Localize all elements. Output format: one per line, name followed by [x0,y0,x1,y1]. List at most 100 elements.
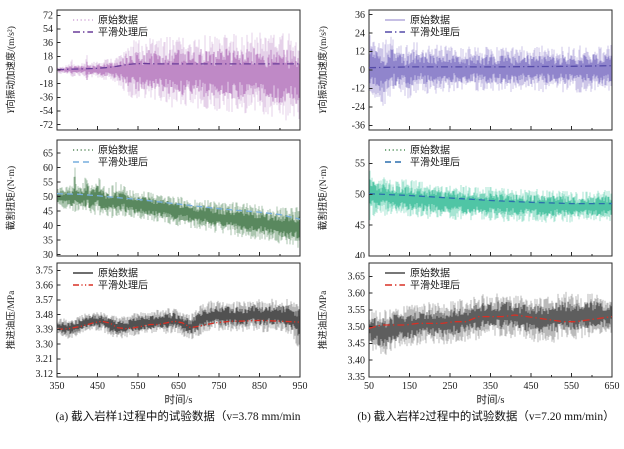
x-tick-label: 150 [402,381,417,392]
x-tick-label: 450 [524,381,539,392]
series-original-noise [369,179,612,217]
y-tick-label: -18 [40,79,53,90]
column-rock-sample-1: 72 54 36 18 0 -18 -36 -54 -72 Y向振动加速度/(m/s²) 原始数据平… [0,0,312,424]
y-tick-label: -54 [40,106,53,117]
column-rock-sample-2: 36 24 12 0 -12 -24 -36 Y向振动加速度/(m/s²) 原始数据 平滑处理后 … [312,0,624,424]
chart-b1-vibration-acceleration: 36 24 12 0 -12 -24 -36 Y向振动加速度/(m/s²) 原始数据 平滑处理后 [312,0,624,132]
x-tick-label: 350 [483,381,498,392]
series-smoothed-line [368,314,613,330]
y-tick-label: 55 [43,177,53,188]
legend-label-smoothed: 平滑处理后 [98,26,148,38]
y-tick-label: 12 [355,47,365,58]
x-tick-label: 450 [90,381,105,392]
y-tick-label: 3.60 [348,288,366,299]
chart-b3-thrust-pressure: 3.65 3.60 3.55 3.50 3.45 3.40 3.35 50 150 250 350 4… [312,258,624,406]
y-tick-label: 3.45 [348,339,366,350]
y-tick-label: 3.39 [36,325,54,336]
y-tick-label: 36 [43,38,53,49]
chart-b2-cutting-torque: 55 50 45 40 截割扭矩/(N·m) 原始数据 平滑处理后 [312,132,624,258]
y-tick-label: -72 [40,120,53,131]
y-tick-label: 0 [48,65,53,76]
y-axis-label: 推进油压/MPa [5,290,17,349]
y-tick-label: 35 [43,235,53,246]
chart-a1-vibration-acceleration: 72 54 36 18 0 -18 -36 -54 -72 Y向振动加速度/(m/s²) 原始数据平… [0,0,312,132]
series-smoothed-line [56,193,301,220]
series-original-noise [57,305,300,336]
y-tick-label: 72 [43,11,53,22]
chart-a2-cutting-torque: 65 60 55 50 45 40 35 30 截割扭矩/(N·m) 原始数据 平滑处理后 [0,132,312,258]
y-tick-label: 3.12 [36,369,54,380]
x-tick-label: 550 [564,381,579,392]
x-tick-label: 850 [252,381,267,392]
y-tick-label: 60 [43,163,53,174]
legend-label-original: 原始数据 [410,266,450,279]
series-original-noise [57,176,300,239]
x-axis-label: 时间/s [164,393,192,406]
y-tick-label: 3.66 [36,280,54,291]
series-original-noise [369,301,612,347]
x-axis-label: 时间/s [476,393,504,406]
x-tick-label: 50 [364,381,374,392]
y-tick-label: 40 [43,221,53,232]
y-tick-label: 65 [43,148,53,159]
y-tick-label: -24 [352,102,365,113]
x-tick-label: 650 [605,381,620,392]
legend-label-original: 原始数据 [410,13,450,26]
y-tick-label: -36 [40,93,53,104]
legend-label-original: 原始数据 [98,13,138,26]
caption-b: (b) 截入岩样2过程中的试验数据（v=7.20 mm/min） [357,411,615,423]
x-tick-label: 350 [50,381,65,392]
y-tick-label: 54 [43,24,53,35]
legend-label-smoothed: 平滑处理后 [410,26,460,38]
caption-a: (a) 截入岩样1过程中的试验数据（v=3.78 mm/min [55,411,301,423]
y-tick-label: 3.30 [36,339,54,350]
y-tick-label: 55 [355,159,365,170]
x-tick-label: 950 [293,381,308,392]
legend-label-original: 原始数据 [98,266,138,279]
series-smoothed-line [56,319,301,331]
y-tick-label: 3.35 [348,372,366,383]
y-tick-label: 18 [43,52,53,63]
y-tick-label: 0 [360,65,365,76]
y-tick-label: 30 [43,250,53,258]
y-tick-label: 3.21 [36,354,54,365]
y-axis-label: 推进油压/MPa [317,290,329,349]
y-tick-label: 45 [355,220,365,231]
series-smoothed-line [56,62,300,71]
x-tick-label: 650 [171,381,186,392]
y-tick-label: 45 [43,206,53,217]
y-axis-label: 截割扭矩/(N·m) [317,166,329,230]
y-axis-label: Y向振动加速度/(m/s²) [317,26,329,114]
x-tick-label: 550 [131,381,146,392]
series-original-noise [369,48,612,92]
y-tick-label: 3.55 [348,305,366,316]
y-axis-label: Y向振动加速度/(m/s²) [5,26,17,114]
legend-label-smoothed: 平滑处理后 [98,279,148,291]
legend-label-smoothed: 平滑处理后 [98,156,148,168]
y-axis-label: 截割扭矩/(N·m) [5,166,17,230]
series-smoothed-line [368,65,613,69]
series-smoothed-line [368,193,612,205]
y-tick-label: 50 [355,189,365,200]
y-tick-label: 40 [355,251,365,258]
y-tick-label: -12 [352,84,365,95]
y-tick-label: 3.65 [348,272,366,283]
chart-a3-thrust-pressure: 3.75 3.66 3.57 3.48 3.39 3.30 3.21 3.12 350 450 55… [0,258,312,406]
x-tick-label: 750 [212,381,227,392]
y-tick-label: -36 [352,121,365,132]
legend-label-smoothed: 平滑处理后 [410,156,460,168]
y-tick-label: 36 [355,10,365,21]
legend-label-original: 原始数据 [410,143,450,156]
chart-a1-canvas: 72 54 36 18 0 -18 -36 -54 -72 Y向振动加速度/(m/s²) 原始数据平… [5,9,301,131]
y-tick-label: 50 [43,192,53,203]
legend-label-original: 原始数据 [98,143,138,156]
y-tick-label: 3.40 [348,355,366,366]
y-tick-label: 24 [355,28,365,39]
legend-label-smoothed: 平滑处理后 [410,279,460,291]
